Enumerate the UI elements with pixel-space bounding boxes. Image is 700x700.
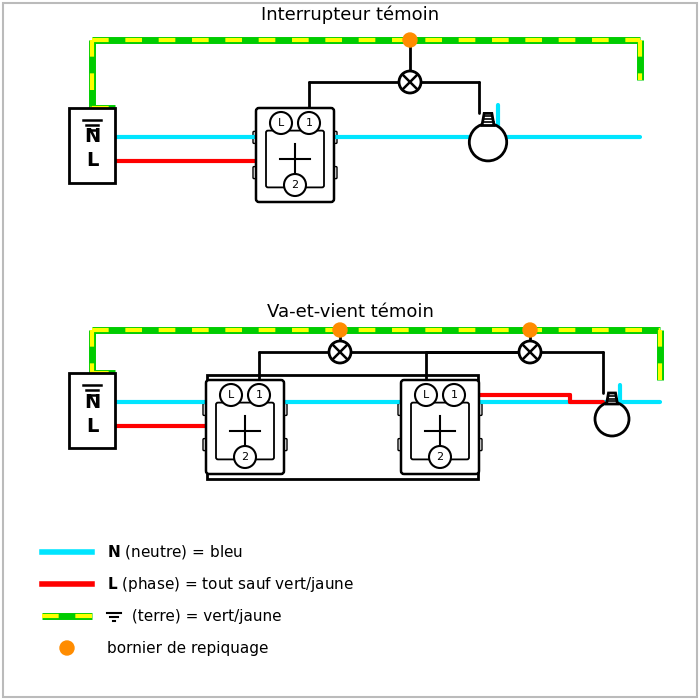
Text: 2: 2 bbox=[241, 452, 248, 462]
Circle shape bbox=[595, 402, 629, 436]
FancyBboxPatch shape bbox=[473, 403, 482, 415]
Circle shape bbox=[464, 462, 473, 470]
FancyBboxPatch shape bbox=[411, 402, 469, 459]
Circle shape bbox=[464, 384, 473, 392]
FancyBboxPatch shape bbox=[328, 132, 337, 144]
Circle shape bbox=[262, 112, 271, 120]
FancyBboxPatch shape bbox=[278, 439, 287, 451]
Text: L: L bbox=[278, 118, 284, 128]
Circle shape bbox=[408, 384, 416, 392]
Text: $\mathbf{L}$ (phase) = tout sauf vert/jaune: $\mathbf{L}$ (phase) = tout sauf vert/ja… bbox=[107, 575, 354, 594]
Text: 2: 2 bbox=[291, 180, 299, 190]
Circle shape bbox=[213, 384, 221, 392]
FancyBboxPatch shape bbox=[328, 167, 337, 178]
Text: N: N bbox=[84, 393, 100, 412]
Circle shape bbox=[269, 462, 277, 470]
FancyBboxPatch shape bbox=[203, 439, 212, 451]
Circle shape bbox=[329, 341, 351, 363]
Circle shape bbox=[298, 112, 320, 134]
Circle shape bbox=[234, 446, 256, 468]
Circle shape bbox=[399, 71, 421, 93]
FancyBboxPatch shape bbox=[398, 403, 407, 415]
Circle shape bbox=[270, 112, 292, 134]
FancyBboxPatch shape bbox=[266, 131, 324, 188]
Circle shape bbox=[220, 384, 242, 406]
FancyBboxPatch shape bbox=[203, 403, 212, 415]
Circle shape bbox=[284, 174, 306, 196]
Text: bornier de repiquage: bornier de repiquage bbox=[107, 640, 269, 655]
Bar bbox=[207, 375, 478, 479]
Text: L: L bbox=[86, 151, 98, 171]
Circle shape bbox=[213, 462, 221, 470]
Circle shape bbox=[403, 33, 417, 47]
Circle shape bbox=[269, 384, 277, 392]
FancyBboxPatch shape bbox=[278, 403, 287, 415]
Circle shape bbox=[318, 190, 327, 198]
Bar bbox=[69, 108, 115, 183]
FancyBboxPatch shape bbox=[398, 439, 407, 451]
Circle shape bbox=[333, 323, 347, 337]
Text: 1: 1 bbox=[256, 390, 262, 400]
FancyBboxPatch shape bbox=[401, 380, 479, 474]
Circle shape bbox=[248, 384, 270, 406]
Text: (terre) = vert/jaune: (terre) = vert/jaune bbox=[127, 608, 281, 624]
Circle shape bbox=[429, 446, 451, 468]
Circle shape bbox=[60, 641, 74, 655]
FancyBboxPatch shape bbox=[206, 380, 284, 474]
Text: L: L bbox=[228, 390, 234, 400]
FancyBboxPatch shape bbox=[253, 132, 262, 144]
Circle shape bbox=[408, 462, 416, 470]
Circle shape bbox=[262, 190, 271, 198]
Circle shape bbox=[469, 123, 507, 161]
Text: L: L bbox=[86, 416, 98, 435]
Text: L: L bbox=[423, 390, 429, 400]
Circle shape bbox=[523, 323, 537, 337]
Text: N: N bbox=[84, 127, 100, 146]
FancyBboxPatch shape bbox=[253, 167, 262, 178]
FancyBboxPatch shape bbox=[256, 108, 334, 202]
Circle shape bbox=[415, 384, 437, 406]
FancyBboxPatch shape bbox=[473, 439, 482, 451]
Circle shape bbox=[318, 112, 327, 120]
Text: 2: 2 bbox=[436, 452, 444, 462]
FancyBboxPatch shape bbox=[216, 402, 274, 459]
Polygon shape bbox=[482, 113, 494, 125]
Polygon shape bbox=[606, 393, 617, 404]
Text: 1: 1 bbox=[451, 390, 458, 400]
Circle shape bbox=[519, 341, 541, 363]
Text: Interrupteur témoin: Interrupteur témoin bbox=[261, 6, 439, 25]
Bar bbox=[69, 372, 115, 447]
Circle shape bbox=[443, 384, 465, 406]
Text: 1: 1 bbox=[305, 118, 312, 128]
Text: Va-et-vient témoin: Va-et-vient témoin bbox=[267, 303, 433, 321]
Text: $\mathbf{N}$ (neutre) = bleu: $\mathbf{N}$ (neutre) = bleu bbox=[107, 543, 243, 561]
